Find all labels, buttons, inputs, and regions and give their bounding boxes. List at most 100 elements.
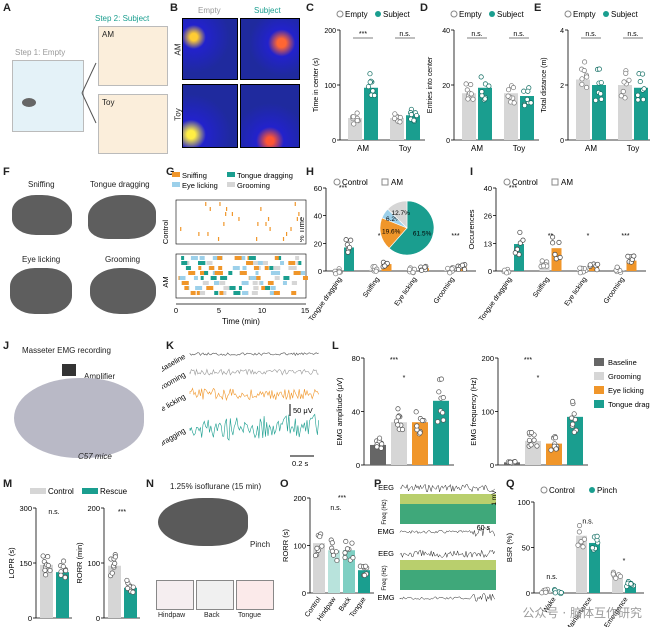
- data-point: [344, 546, 350, 552]
- data-point: [392, 111, 398, 117]
- data-point: [548, 447, 554, 453]
- raster-event: [241, 256, 246, 260]
- data-point: [334, 557, 340, 564]
- raster-event: [260, 281, 264, 285]
- data-point: [465, 96, 471, 102]
- data-point: [614, 264, 620, 270]
- data-point: [422, 264, 428, 270]
- data-point: [521, 88, 527, 94]
- raster-event: [204, 271, 209, 275]
- tongue-label: Tongue: [238, 612, 261, 619]
- data-point: [577, 265, 583, 271]
- bar: [391, 422, 407, 465]
- panel-label-j: J: [3, 340, 10, 352]
- raster-event: [212, 256, 219, 260]
- legend-control: Control: [512, 178, 538, 187]
- toy-label: Toy: [102, 98, 115, 107]
- panel-label-m: M: [3, 478, 13, 490]
- y-tick-label: 100: [481, 408, 494, 417]
- data-point: [378, 445, 384, 451]
- spectrogram-band: [400, 494, 496, 504]
- panel-label-f: F: [3, 166, 10, 178]
- panel-label-c: C: [306, 2, 314, 14]
- data-point: [45, 562, 51, 569]
- empty-arena: [12, 60, 84, 132]
- data-point: [63, 568, 69, 574]
- data-point: [440, 410, 446, 416]
- data-point: [392, 115, 398, 122]
- raster-event: [267, 281, 271, 285]
- data-point: [370, 88, 376, 94]
- legend-swatch: [594, 372, 604, 380]
- y-tick-label: 200: [293, 494, 306, 503]
- data-point: [40, 553, 46, 559]
- raster-event: [181, 256, 185, 260]
- legend-swatch: [594, 400, 604, 408]
- bar: [589, 266, 599, 271]
- significance-label: ***: [509, 185, 517, 192]
- raster-event: [269, 281, 274, 285]
- eeg-trace: [399, 549, 496, 559]
- data-point: [468, 82, 474, 88]
- raster-event: [255, 271, 259, 275]
- raster-event: [217, 256, 223, 260]
- data-point: [395, 414, 401, 420]
- scale-label-v: 50 μV: [293, 406, 313, 415]
- am-label: AM: [102, 30, 114, 39]
- data-point: [576, 522, 583, 529]
- bar: [108, 565, 121, 618]
- raster-event: [295, 256, 300, 260]
- back-label: Back: [204, 612, 220, 619]
- data-point: [596, 66, 602, 72]
- heatmap-am-empty: [182, 18, 238, 80]
- x-tick-label: Toy: [399, 144, 411, 153]
- y-tick-label: 4: [560, 28, 564, 35]
- data-point: [635, 97, 641, 103]
- raster-event: [190, 291, 196, 295]
- data-point: [62, 574, 68, 581]
- raster-event: [298, 212, 300, 216]
- data-point: [319, 543, 325, 549]
- data-point: [617, 573, 623, 579]
- data-point: [598, 91, 604, 97]
- y-axis-label: RORR (min): [75, 542, 84, 584]
- legend-swatch: [594, 358, 604, 366]
- bar: [514, 244, 524, 271]
- mouse-pair-sniffing: [12, 195, 72, 235]
- significance-label: n.s.: [513, 31, 524, 38]
- step1-label: Step 1: Empty: [15, 48, 66, 57]
- data-point: [362, 572, 368, 578]
- raster-event: [246, 261, 254, 265]
- behavior-grooming-label: Grooming: [105, 255, 141, 264]
- behavior-sniffing-label: Sniffing: [28, 180, 55, 189]
- legend-rescue-swatch: [82, 488, 98, 494]
- raster-event: [188, 271, 196, 275]
- data-point: [455, 266, 462, 273]
- y-tick-label: 0: [356, 461, 360, 470]
- x-tick-label: AM: [357, 144, 369, 153]
- panel-label-p: P: [374, 478, 382, 490]
- legend-subject: Subject: [497, 10, 524, 19]
- data-point: [531, 437, 537, 443]
- eeg-label: EEG: [378, 549, 394, 558]
- legend-subject-marker: [603, 11, 609, 17]
- panel-label-a: A: [3, 2, 11, 14]
- raster-event: [219, 281, 226, 285]
- data-point: [112, 560, 118, 566]
- data-point: [408, 112, 414, 118]
- data-point: [626, 77, 632, 83]
- raster-event: [184, 286, 189, 290]
- data-point: [528, 442, 534, 448]
- raster-event: [242, 266, 247, 270]
- data-point: [640, 96, 646, 103]
- data-point: [510, 85, 516, 91]
- emg-trace: [189, 413, 319, 441]
- data-point: [447, 270, 453, 276]
- y-axis-label: Total distance (m): [541, 57, 548, 112]
- y-tick-label: 80: [352, 354, 360, 363]
- emg-label: EMG: [377, 593, 394, 602]
- data-point: [463, 81, 469, 87]
- mouse-pair-grooming: [90, 268, 156, 314]
